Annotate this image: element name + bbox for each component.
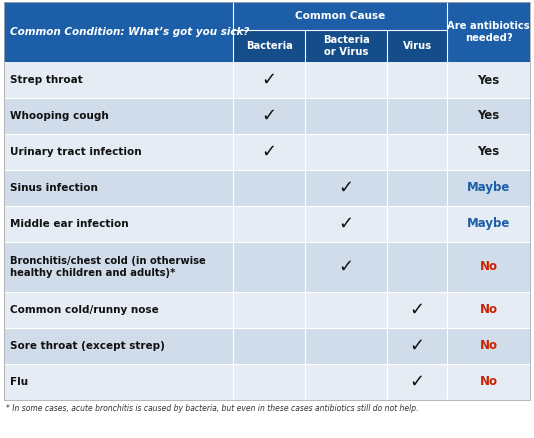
Text: ✓: ✓ <box>262 107 277 125</box>
Text: Common Condition: What’s got you sick?: Common Condition: What’s got you sick? <box>10 27 249 37</box>
Text: ✓: ✓ <box>262 71 277 89</box>
Bar <box>447 134 530 170</box>
Bar <box>233 98 305 134</box>
Bar <box>4 170 233 206</box>
Bar <box>447 206 530 242</box>
Text: ✓: ✓ <box>339 215 354 233</box>
Bar <box>4 206 233 242</box>
Bar <box>387 30 447 62</box>
Text: Are antibiotics
needed?: Are antibiotics needed? <box>447 21 530 43</box>
Bar <box>447 170 530 206</box>
Bar <box>305 364 387 400</box>
Bar <box>387 98 447 134</box>
Text: ✓: ✓ <box>410 373 425 391</box>
Bar <box>4 328 233 364</box>
Text: ✓: ✓ <box>410 301 425 319</box>
Text: Yes: Yes <box>477 145 500 159</box>
Bar <box>447 62 530 98</box>
Text: Urinary tract infection: Urinary tract infection <box>10 147 142 157</box>
Text: Virus: Virus <box>403 41 431 51</box>
Bar <box>4 242 233 292</box>
Bar <box>233 30 305 62</box>
Bar <box>305 328 387 364</box>
Bar <box>447 242 530 292</box>
Text: Maybe: Maybe <box>467 218 511 230</box>
Bar <box>233 62 305 98</box>
Bar <box>233 292 305 328</box>
Bar <box>447 2 530 62</box>
Text: * In some cases, acute bronchitis is caused by bacteria, but even in these cases: * In some cases, acute bronchitis is cau… <box>6 404 419 413</box>
Bar <box>233 170 305 206</box>
Bar <box>387 206 447 242</box>
Bar <box>387 328 447 364</box>
Bar <box>387 170 447 206</box>
Bar <box>387 134 447 170</box>
Text: Middle ear infection: Middle ear infection <box>10 219 129 229</box>
Bar <box>305 242 387 292</box>
Bar <box>4 364 233 400</box>
Text: Whooping cough: Whooping cough <box>10 111 109 121</box>
Text: Sore throat (except strep): Sore throat (except strep) <box>10 341 165 351</box>
Text: No: No <box>480 375 498 389</box>
Bar <box>233 364 305 400</box>
Bar <box>447 364 530 400</box>
Bar <box>305 98 387 134</box>
Bar <box>233 206 305 242</box>
Bar <box>233 134 305 170</box>
Text: ✓: ✓ <box>262 143 277 161</box>
Bar <box>387 62 447 98</box>
Bar <box>4 98 233 134</box>
Bar <box>387 292 447 328</box>
Bar <box>305 206 387 242</box>
Bar <box>447 98 530 134</box>
Bar <box>387 242 447 292</box>
Text: ✓: ✓ <box>339 258 354 276</box>
Text: Bronchitis/chest cold (in otherwise
healthy children and adults)*: Bronchitis/chest cold (in otherwise heal… <box>10 256 206 278</box>
Text: No: No <box>480 261 498 273</box>
Text: Bacteria: Bacteria <box>246 41 293 51</box>
Text: Sinus infection: Sinus infection <box>10 183 98 193</box>
Text: Strep throat: Strep throat <box>10 75 83 85</box>
Bar <box>233 328 305 364</box>
Bar <box>305 62 387 98</box>
Bar <box>4 292 233 328</box>
Bar <box>305 292 387 328</box>
Bar <box>305 134 387 170</box>
Bar <box>4 62 233 98</box>
Bar <box>233 242 305 292</box>
Bar <box>447 292 530 328</box>
Text: Common cold/runny nose: Common cold/runny nose <box>10 305 159 315</box>
Text: Common Cause: Common Cause <box>295 11 385 21</box>
Text: ✓: ✓ <box>410 337 425 355</box>
Text: ✓: ✓ <box>339 179 354 197</box>
Bar <box>4 134 233 170</box>
Text: Bacteria
or Virus: Bacteria or Virus <box>323 35 370 57</box>
Text: Maybe: Maybe <box>467 181 511 194</box>
Bar <box>387 364 447 400</box>
Bar <box>447 328 530 364</box>
Bar <box>305 170 387 206</box>
Bar <box>233 2 447 30</box>
Bar <box>4 2 233 62</box>
Text: No: No <box>480 304 498 317</box>
Text: Yes: Yes <box>477 110 500 123</box>
Text: Yes: Yes <box>477 74 500 86</box>
Text: No: No <box>480 339 498 353</box>
Bar <box>305 30 387 62</box>
Text: Flu: Flu <box>10 377 28 387</box>
